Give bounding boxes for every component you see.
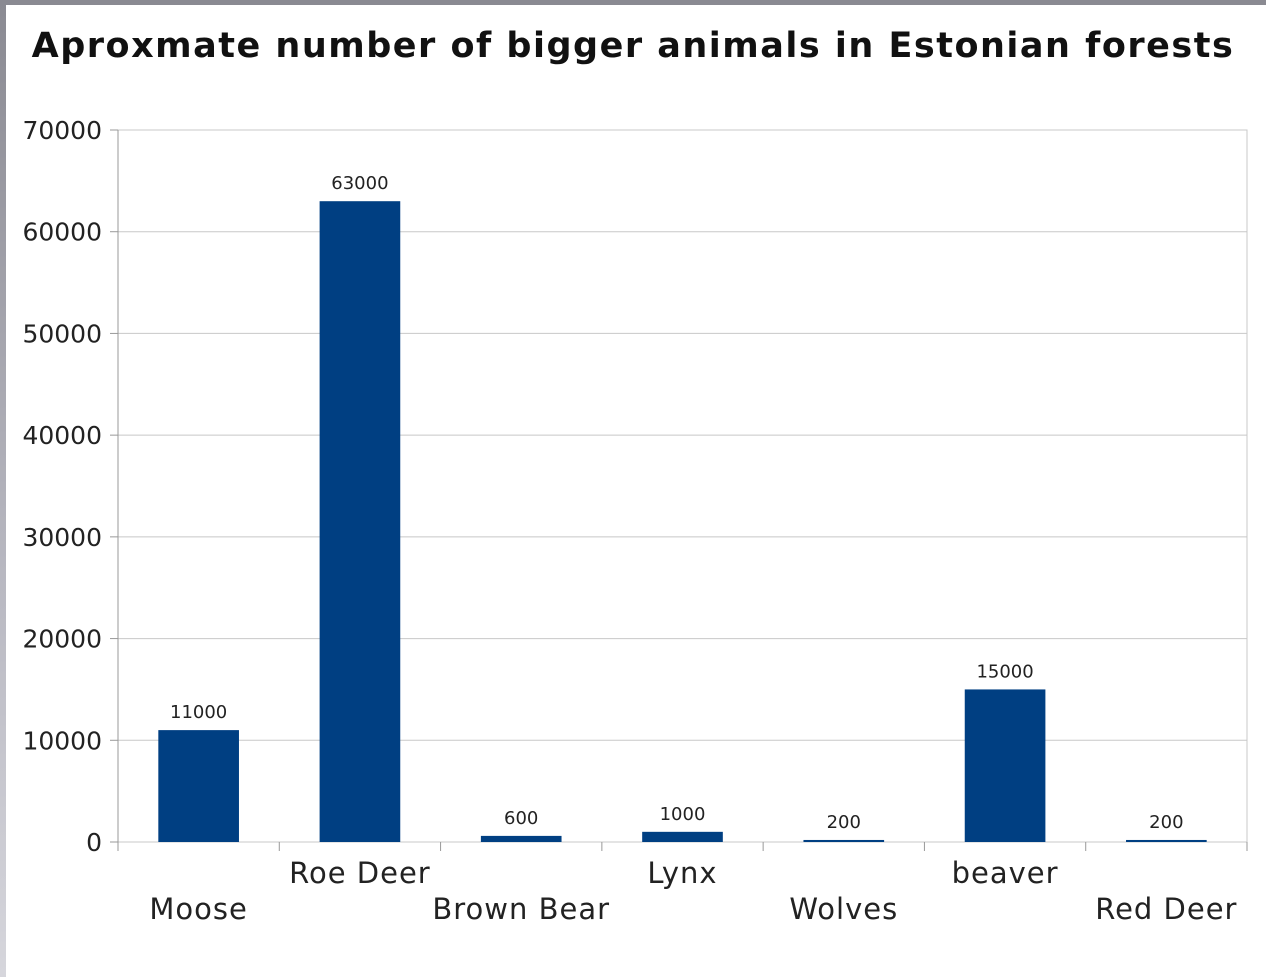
y-tick-label: 30000 <box>22 523 102 552</box>
bar-red-deer <box>1126 839 1207 842</box>
bar-roe-deer <box>319 201 401 842</box>
gridlines <box>117 129 1248 843</box>
y-tick-label: 0 <box>86 828 102 857</box>
bar-moose <box>158 730 239 842</box>
x-category-label: Wolves <box>789 892 898 926</box>
window-frame-left <box>0 0 6 977</box>
bar-brown-bear <box>480 835 562 842</box>
plot-area-border <box>117 129 1248 843</box>
y-tick-label: 50000 <box>22 319 102 348</box>
window-frame-top <box>0 0 1266 5</box>
data-label: 600 <box>504 808 538 829</box>
bar-wolves <box>803 839 885 842</box>
labels: 0 10000 20000 30000 40000 50000 60000 70000 1100… <box>22 116 1237 926</box>
bar-beaver <box>964 689 1046 842</box>
data-label: 15000 <box>976 661 1033 682</box>
data-label: 11000 <box>170 702 227 723</box>
x-category-label: Red Deer <box>1095 892 1237 926</box>
axes <box>110 129 1248 851</box>
chart-title: Aproxmate number of bigger animals in Es… <box>31 26 1235 66</box>
data-label: 1000 <box>660 804 706 825</box>
y-tick-label: 20000 <box>22 625 102 654</box>
y-tick-label: 10000 <box>22 726 102 755</box>
x-category-label: Moose <box>149 892 247 926</box>
data-label: 200 <box>1149 812 1183 833</box>
x-category-label: Brown Bear <box>432 892 610 926</box>
x-category-label: Lynx <box>647 856 717 890</box>
bars <box>158 201 1207 842</box>
bar-lynx <box>642 831 723 842</box>
y-tick-label: 40000 <box>22 421 102 450</box>
data-label: 200 <box>827 812 861 833</box>
data-label: 63000 <box>331 173 388 194</box>
y-tick-label: 60000 <box>22 218 102 247</box>
x-category-label: beaver <box>952 856 1059 890</box>
y-tick-label: 70000 <box>22 116 102 145</box>
x-category-label: Roe Deer <box>289 856 431 890</box>
